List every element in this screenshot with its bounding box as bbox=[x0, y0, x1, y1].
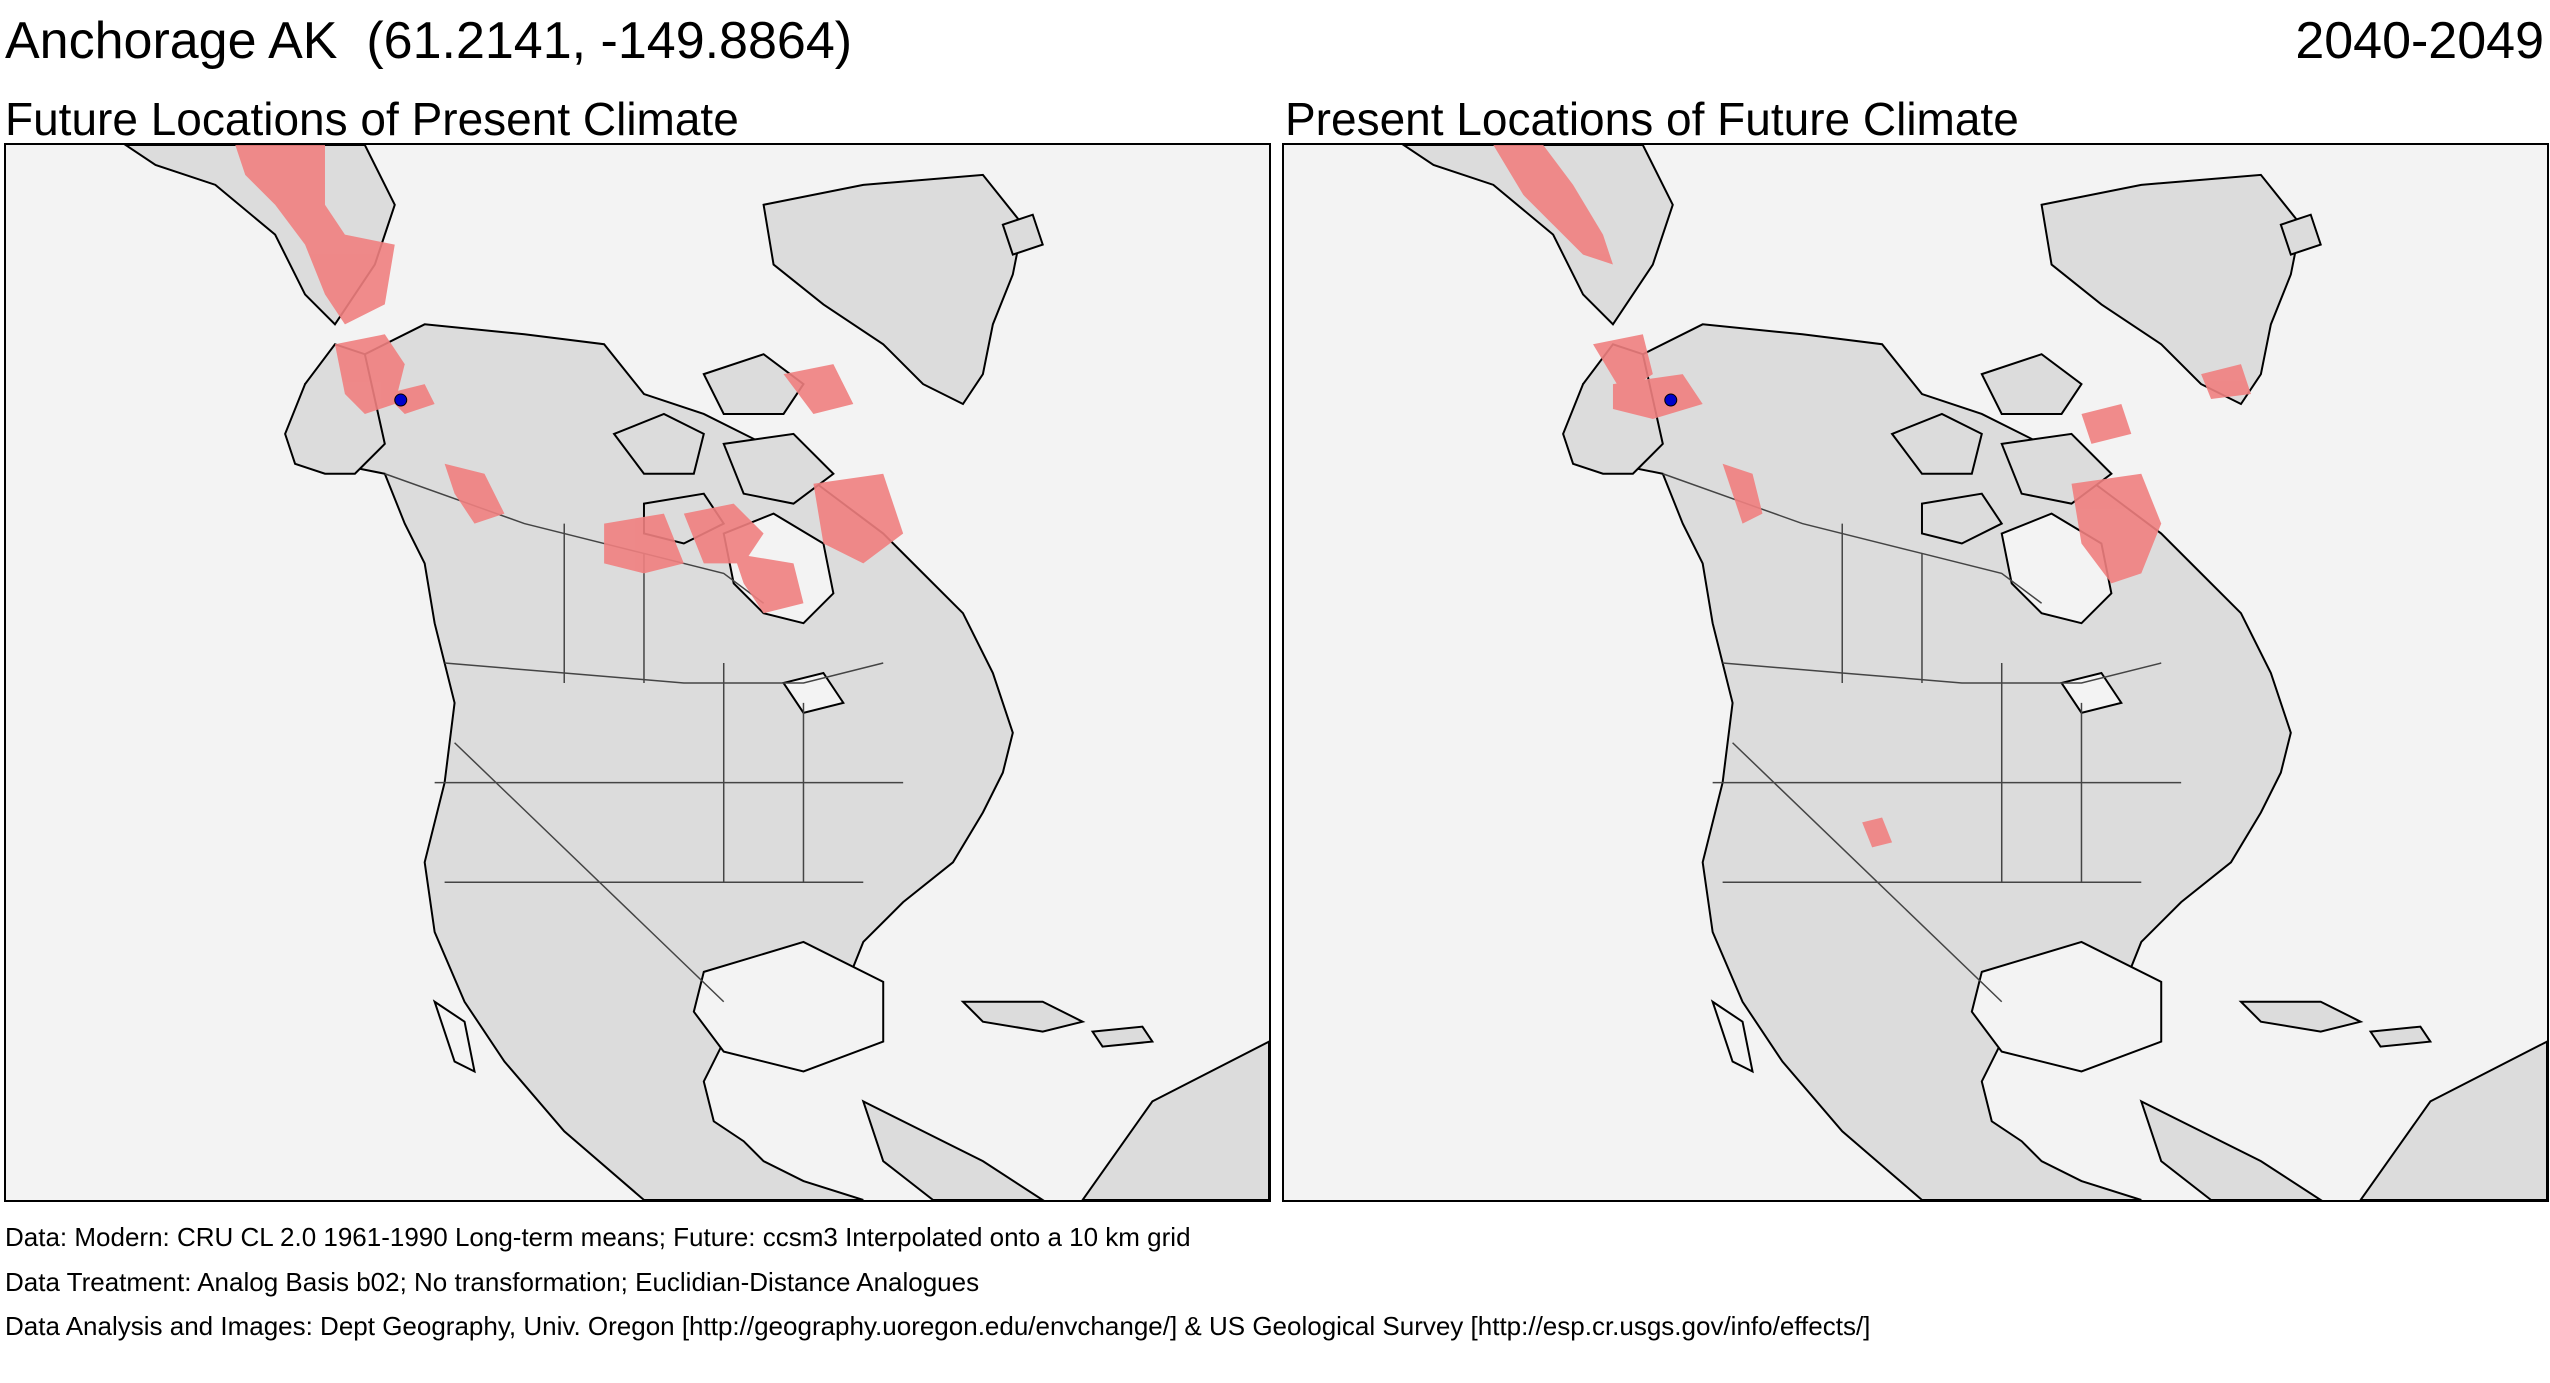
analog-regions bbox=[1493, 145, 2251, 848]
land bbox=[1401, 145, 2547, 1200]
arctic-island bbox=[1890, 412, 1983, 475]
analog-anchorage bbox=[384, 384, 435, 414]
gulf-of-mexico bbox=[1970, 940, 2163, 1073]
iceland bbox=[2279, 213, 2322, 256]
map-right-svg bbox=[1401, 145, 2547, 1200]
analog-quebec bbox=[813, 473, 904, 564]
footer-data-source: Data: Modern: CRU CL 2.0 1961-1990 Long-… bbox=[5, 1222, 1191, 1252]
greenland bbox=[2040, 173, 2302, 406]
analog-siberia bbox=[235, 145, 395, 325]
analog-anchorage bbox=[1612, 374, 1703, 419]
left-map-title: Future Locations of Present Climate bbox=[5, 93, 739, 145]
map-future-locations-of-present-climate bbox=[4, 143, 1271, 1202]
analog-colorado bbox=[1862, 817, 1893, 848]
cuba bbox=[2238, 1000, 2364, 1033]
time-period: 2040-2049 bbox=[2295, 12, 2544, 70]
map-present-locations-of-future-climate bbox=[1282, 143, 2549, 1202]
central-america bbox=[2139, 1099, 2323, 1200]
analog-hudson-west bbox=[683, 503, 764, 564]
arctic-island bbox=[702, 353, 805, 415]
arctic-island bbox=[722, 432, 835, 505]
analog-bc bbox=[444, 463, 505, 524]
site-marker bbox=[394, 393, 408, 407]
site-marker bbox=[1664, 393, 1678, 407]
cuba bbox=[960, 1000, 1086, 1033]
analog-siberia bbox=[1493, 145, 1613, 265]
south-america bbox=[2359, 1040, 2547, 1200]
analog-hudson-south bbox=[733, 553, 804, 614]
analog-baffin bbox=[2081, 404, 2132, 444]
analog-regions bbox=[235, 145, 904, 614]
analog-baffin bbox=[783, 364, 854, 414]
footer-data-analysis: Data Analysis and Images: Dept Geography… bbox=[5, 1311, 1871, 1341]
gulf-of-mexico bbox=[692, 940, 885, 1073]
arctic-island bbox=[612, 412, 705, 475]
analog-greenland-east bbox=[2201, 364, 2251, 400]
land bbox=[123, 145, 1269, 1200]
central-america bbox=[861, 1099, 1045, 1200]
siberia bbox=[1401, 145, 1674, 326]
greenland bbox=[762, 173, 1024, 406]
analog-bc bbox=[1722, 463, 1763, 524]
south-america bbox=[1081, 1040, 1269, 1200]
arctic-island bbox=[1920, 492, 2004, 545]
gulf-of-california bbox=[432, 999, 476, 1074]
hispaniola bbox=[2368, 1025, 2433, 1048]
footer-data-treatment: Data Treatment: Analog Basis b02; No tra… bbox=[5, 1267, 980, 1297]
gulf-of-california bbox=[1710, 999, 1754, 1074]
site-title: Anchorage AK (61.2141, -149.8864) bbox=[5, 12, 853, 70]
arctic-island bbox=[1980, 353, 2083, 415]
right-map-title: Present Locations of Future Climate bbox=[1285, 93, 2019, 145]
iceland bbox=[1001, 213, 1044, 256]
analog-quebec bbox=[2071, 473, 2162, 584]
map-left-svg bbox=[123, 145, 1269, 1200]
analog-western-alaska bbox=[1593, 334, 1653, 395]
hispaniola bbox=[1090, 1025, 1155, 1048]
analog-prairie bbox=[604, 513, 684, 574]
